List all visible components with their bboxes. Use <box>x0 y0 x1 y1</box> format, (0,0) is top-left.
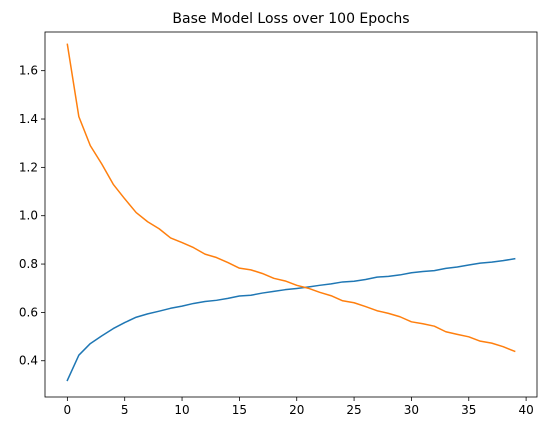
y-tick-label: 0.6 <box>19 305 38 319</box>
chart-title: Base Model Loss over 100 Epochs <box>172 11 409 27</box>
y-tick-label: 1.4 <box>19 112 38 126</box>
y-tick-label: 1.2 <box>19 160 38 174</box>
x-tick-label: 30 <box>404 403 419 417</box>
y-tick-label: 0.8 <box>19 257 38 271</box>
x-tick-label: 40 <box>518 403 533 417</box>
series-line-2 <box>66 43 516 353</box>
x-tick-label: 5 <box>121 403 129 417</box>
y-tick-label: 1.0 <box>19 209 38 223</box>
x-tick-label: 0 <box>64 403 72 417</box>
y-tick-label: 1.6 <box>19 64 38 78</box>
plot-area: 0 5 10 15 20 25 30 35 40 0.4 0.6 0.8 1.0 1.2 1.4 1.6 <box>19 31 538 417</box>
x-tick-label: 20 <box>289 403 304 417</box>
x-tick-label: 10 <box>174 403 189 417</box>
y-tick-label: 0.4 <box>19 354 38 368</box>
x-tick-label: 25 <box>346 403 361 417</box>
x-tick-label: 35 <box>461 403 476 417</box>
x-tick-label: 15 <box>232 403 247 417</box>
axes-frame <box>44 31 538 398</box>
series-line-1 <box>66 257 516 382</box>
